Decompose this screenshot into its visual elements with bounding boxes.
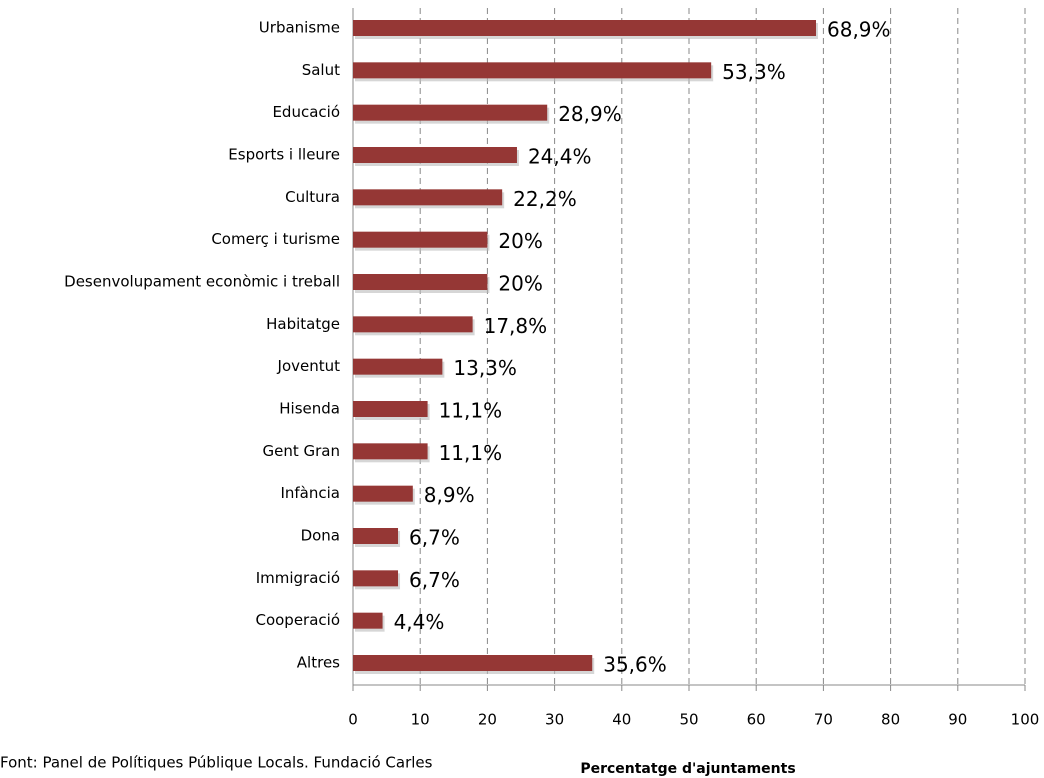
y-tick-label: Cultura [285,188,340,206]
x-tick-label: 100 [1011,711,1040,729]
data-label: 28,9% [558,102,622,126]
x-axis-title: Percentatge d'ajuntaments [580,761,795,777]
bar [353,189,503,206]
y-tick-label: Joventut [277,357,341,375]
bar [353,570,399,587]
bar [353,20,817,36]
data-label: 20% [498,229,542,253]
x-tick-label: 90 [948,711,967,729]
y-tick-label: Altres [297,654,340,672]
data-label: 6,7% [409,526,460,550]
bar [353,358,443,375]
data-label: 35,6% [603,653,667,677]
y-tick-label: Urbanisme [259,19,340,37]
y-tick-label: Habitatge [266,315,340,333]
x-tick-label: 10 [411,711,430,729]
y-tick-label: Salut [302,61,340,79]
x-tick-label: 0 [348,711,358,729]
bar [353,104,548,121]
data-label: 11,1% [439,399,503,423]
data-label: 24,4% [528,145,592,169]
source-note: Font: Panel de Polítiques Públique Local… [0,754,433,772]
data-label: 17,8% [484,314,548,338]
y-tick-label: Educació [272,103,340,121]
data-label: 20% [498,272,542,296]
data-label: 13,3% [453,356,517,380]
bar [353,528,399,544]
x-tick-label: 50 [679,711,698,729]
bar [353,485,413,502]
y-tick-label: Desenvolupament econòmic i treball [64,273,340,291]
bar [353,443,428,460]
data-label: 8,9% [424,483,475,507]
bar [353,401,428,417]
x-tick-label: 20 [478,711,497,729]
bar [353,316,473,333]
bar [353,274,488,290]
data-label: 11,1% [439,441,503,465]
bar [353,612,383,629]
bar [353,62,712,79]
y-tick-label: Comerç i turisme [211,230,340,248]
bar [353,655,593,671]
y-tick-label: Hisenda [279,400,340,418]
y-tick-label: Immigració [256,569,340,587]
bar [353,231,488,248]
data-label: 53,3% [722,60,786,84]
x-tick-label: 60 [747,711,766,729]
bar [353,147,517,163]
y-tick-label: Cooperació [255,611,340,629]
y-tick-label: Esports i lleure [228,146,340,164]
x-tick-label: 70 [814,711,833,729]
data-label: 68,9% [827,18,891,42]
y-tick-label: Gent Gran [263,442,341,460]
data-label: 22,2% [513,187,577,211]
x-tick-label: 80 [881,711,900,729]
data-label: 6,7% [409,568,460,592]
y-tick-label: Dona [301,527,340,545]
data-label: 4,4% [394,610,445,634]
x-tick-label: 30 [545,711,564,729]
x-tick-label: 40 [612,711,631,729]
y-tick-label: Infància [280,484,340,502]
